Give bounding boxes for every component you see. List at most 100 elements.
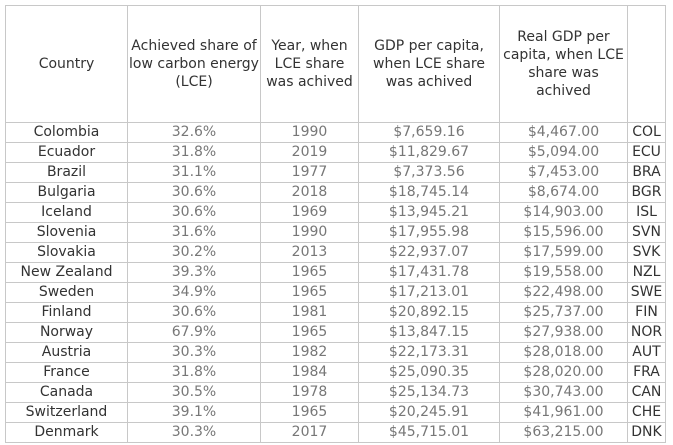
table-row: Bulgaria 30.6% 2018 $18,745.14 $8,674.00…: [5, 182, 666, 203]
table-row: Sweden 34.9% 1965 $17,213.01 $22,498.00 …: [5, 282, 666, 303]
cell-code: ISL: [627, 202, 666, 223]
header-country: Country: [5, 5, 128, 123]
cell-code: SVN: [627, 222, 666, 243]
cell-share: 67.9%: [127, 322, 261, 343]
table-row: Ecuador 31.8% 2019 $11,829.67 $5,094.00 …: [5, 142, 666, 163]
cell-year: 1965: [260, 262, 359, 283]
cell-country: Slovakia: [5, 242, 128, 263]
cell-gdp: $13,847.15: [358, 322, 500, 343]
cell-gdp: $17,955.98: [358, 222, 500, 243]
cell-year: 1990: [260, 122, 359, 143]
table-row: Switzerland 39.1% 1965 $20,245.91 $41,96…: [5, 402, 666, 423]
cell-gdp: $22,173.31: [358, 342, 500, 363]
cell-code: CHE: [627, 402, 666, 423]
cell-real-gdp: $14,903.00: [499, 202, 628, 223]
table-row: France 31.8% 1984 $25,090.35 $28,020.00 …: [5, 362, 666, 383]
table-row: Brazil 31.1% 1977 $7,373.56 $7,453.00 BR…: [5, 162, 666, 183]
cell-code: BRA: [627, 162, 666, 183]
cell-code: SVK: [627, 242, 666, 263]
header-gdp-per-capita: GDP per capita, when LCE share was achiv…: [358, 5, 500, 123]
cell-gdp: $25,134.73: [358, 382, 500, 403]
table-row: Slovakia 30.2% 2013 $22,937.07 $17,599.0…: [5, 242, 666, 263]
cell-year: 2017: [260, 422, 359, 443]
cell-code: NOR: [627, 322, 666, 343]
cell-country: Sweden: [5, 282, 128, 303]
cell-real-gdp: $5,094.00: [499, 142, 628, 163]
cell-real-gdp: $41,961.00: [499, 402, 628, 423]
cell-year: 1965: [260, 402, 359, 423]
cell-share: 30.3%: [127, 342, 261, 363]
cell-real-gdp: $25,737.00: [499, 302, 628, 323]
cell-year: 1984: [260, 362, 359, 383]
cell-code: SWE: [627, 282, 666, 303]
cell-gdp: $13,945.21: [358, 202, 500, 223]
table-row: Denmark 30.3% 2017 $45,715.01 $63,215.00…: [5, 422, 666, 443]
cell-share: 32.6%: [127, 122, 261, 143]
cell-gdp: $7,373.56: [358, 162, 500, 183]
table-row: New Zealand 39.3% 1965 $17,431.78 $19,55…: [5, 262, 666, 283]
cell-real-gdp: $28,018.00: [499, 342, 628, 363]
cell-share: 30.2%: [127, 242, 261, 263]
table-row: Slovenia 31.6% 1990 $17,955.98 $15,596.0…: [5, 222, 666, 243]
header-year: Year, when LCE share was achived: [260, 5, 359, 123]
cell-country: France: [5, 362, 128, 383]
cell-gdp: $25,090.35: [358, 362, 500, 383]
cell-country: Brazil: [5, 162, 128, 183]
table-row: Norway 67.9% 1965 $13,847.15 $27,938.00 …: [5, 322, 666, 343]
cell-gdp: $17,431.78: [358, 262, 500, 283]
cell-real-gdp: $27,938.00: [499, 322, 628, 343]
cell-real-gdp: $28,020.00: [499, 362, 628, 383]
header-lce-share: Achieved share of low carbon energy (LCE…: [127, 5, 261, 123]
cell-year: 1965: [260, 322, 359, 343]
cell-code: ECU: [627, 142, 666, 163]
table-row: Colombia 32.6% 1990 $7,659.16 $4,467.00 …: [5, 122, 666, 143]
cell-year: 1990: [260, 222, 359, 243]
cell-real-gdp: $8,674.00: [499, 182, 628, 203]
cell-share: 31.6%: [127, 222, 261, 243]
cell-gdp: $20,892.15: [358, 302, 500, 323]
cell-country: Finland: [5, 302, 128, 323]
cell-real-gdp: $17,599.00: [499, 242, 628, 263]
cell-code: CAN: [627, 382, 666, 403]
cell-real-gdp: $15,596.00: [499, 222, 628, 243]
cell-real-gdp: $63,215.00: [499, 422, 628, 443]
cell-year: 1978: [260, 382, 359, 403]
cell-country: Iceland: [5, 202, 128, 223]
cell-gdp: $45,715.01: [358, 422, 500, 443]
cell-country: Switzerland: [5, 402, 128, 423]
cell-share: 30.6%: [127, 202, 261, 223]
header-row: Country Achieved share of low carbon ene…: [5, 5, 666, 123]
cell-year: 2019: [260, 142, 359, 163]
cell-country: Canada: [5, 382, 128, 403]
cell-share: 30.6%: [127, 182, 261, 203]
table-row: Canada 30.5% 1978 $25,134.73 $30,743.00 …: [5, 382, 666, 403]
cell-real-gdp: $4,467.00: [499, 122, 628, 143]
cell-country: Ecuador: [5, 142, 128, 163]
cell-country: Slovenia: [5, 222, 128, 243]
cell-gdp: $11,829.67: [358, 142, 500, 163]
header-real-gdp-per-capita: Real GDP per capita, when LCE share was …: [499, 5, 628, 123]
cell-share: 31.8%: [127, 142, 261, 163]
cell-code: FRA: [627, 362, 666, 383]
cell-year: 2013: [260, 242, 359, 263]
cell-gdp: $17,213.01: [358, 282, 500, 303]
cell-code: COL: [627, 122, 666, 143]
cell-country: Norway: [5, 322, 128, 343]
cell-gdp: $22,937.07: [358, 242, 500, 263]
cell-share: 30.5%: [127, 382, 261, 403]
cell-country: Colombia: [5, 122, 128, 143]
cell-real-gdp: $30,743.00: [499, 382, 628, 403]
cell-real-gdp: $19,558.00: [499, 262, 628, 283]
cell-country: Denmark: [5, 422, 128, 443]
table-row: Austria 30.3% 1982 $22,173.31 $28,018.00…: [5, 342, 666, 363]
table-container: Country Achieved share of low carbon ene…: [5, 5, 666, 443]
cell-code: AUT: [627, 342, 666, 363]
cell-year: 1982: [260, 342, 359, 363]
table-row: Iceland 30.6% 1969 $13,945.21 $14,903.00…: [5, 202, 666, 223]
cell-real-gdp: $7,453.00: [499, 162, 628, 183]
cell-share: 31.8%: [127, 362, 261, 383]
cell-share: 34.9%: [127, 282, 261, 303]
cell-share: 39.1%: [127, 402, 261, 423]
cell-share: 30.3%: [127, 422, 261, 443]
cell-country: New Zealand: [5, 262, 128, 283]
